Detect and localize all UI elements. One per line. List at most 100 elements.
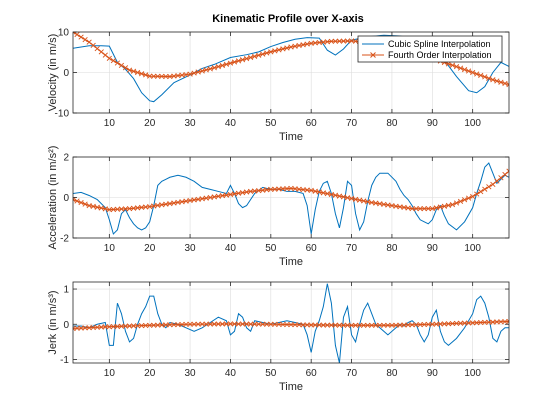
jerk-marker (361, 322, 367, 328)
jerk-marker-stroke (147, 322, 153, 328)
velocity-marker-stroke (252, 53, 258, 59)
velocity-marker-stroke (324, 39, 330, 45)
jerk-xtick-label: 50 (265, 368, 277, 379)
jerk-marker-stroke (130, 323, 137, 329)
acceleration-marker (352, 196, 359, 202)
jerk-marker-stroke (288, 321, 294, 328)
jerk-marker (114, 323, 121, 330)
jerk-xtick-label: 10 (104, 368, 116, 379)
velocity-marker-stroke (139, 71, 145, 77)
acceleration-marker-stroke (478, 189, 484, 195)
jerk-marker-stroke (191, 321, 197, 327)
velocity-marker (139, 71, 145, 77)
jerk-marker (385, 322, 391, 328)
acceleration-marker (498, 175, 504, 181)
velocity-marker (122, 65, 129, 71)
acceleration-marker-stroke (114, 206, 121, 212)
acceleration-marker (409, 206, 415, 212)
velocity-marker-stroke (143, 72, 149, 78)
acceleration-marker-stroke (280, 186, 286, 192)
acceleration-marker-stroke (328, 191, 334, 198)
acceleration-marker (441, 203, 448, 209)
jerk-marker (159, 322, 165, 328)
jerk-marker-stroke (312, 322, 318, 328)
acceleration-marker (336, 193, 343, 199)
jerk-marker (272, 321, 278, 327)
velocity-marker-stroke (191, 70, 197, 76)
acceleration-xtick-label: 90 (427, 243, 439, 254)
acceleration-marker (340, 194, 347, 200)
velocity-marker (126, 67, 133, 73)
jerk-marker (381, 322, 387, 328)
acceleration-marker-stroke (466, 195, 472, 201)
acceleration-marker-stroke (203, 195, 209, 201)
acceleration-marker (433, 205, 439, 211)
acceleration-marker (86, 202, 92, 209)
acceleration-marker-stroke (223, 192, 230, 198)
jerk-marker (256, 321, 262, 327)
acceleration-marker (74, 198, 80, 204)
acceleration-marker (276, 186, 282, 192)
velocity-marker-stroke (288, 44, 294, 50)
jerk-marker-stroke (316, 322, 322, 328)
jerk-marker (336, 322, 343, 328)
jerk-marker (223, 321, 230, 327)
jerk-marker (175, 321, 181, 328)
acceleration-marker-stroke (248, 188, 254, 195)
acceleration-marker (199, 196, 205, 202)
acceleration-marker-stroke (457, 198, 464, 204)
acceleration-marker (413, 206, 419, 212)
jerk-marker (445, 321, 452, 327)
velocity-marker (248, 54, 254, 61)
velocity-marker-stroke (340, 38, 347, 44)
velocity-marker-stroke (98, 49, 104, 55)
acceleration-marker (163, 201, 169, 207)
acceleration-marker (369, 199, 375, 206)
velocity-marker-stroke (502, 80, 508, 87)
jerk-marker (365, 322, 371, 328)
jerk-marker (243, 321, 250, 327)
acceleration-marker-stroke (433, 205, 439, 211)
acceleration-marker-stroke (365, 199, 371, 205)
jerk-marker-stroke (466, 320, 472, 326)
acceleration-marker-stroke (219, 193, 225, 199)
acceleration-marker-stroke (73, 196, 76, 201)
jerk-marker (179, 321, 185, 328)
jerk-marker-stroke (478, 319, 484, 326)
velocity-marker-stroke (167, 73, 173, 80)
jerk-marker (239, 321, 246, 327)
velocity-marker (461, 66, 468, 73)
acceleration-marker-stroke (134, 205, 141, 211)
acceleration-marker (280, 186, 286, 192)
acceleration-marker (211, 194, 217, 200)
jerk-marker-stroke (381, 322, 387, 328)
jerk-plot-area (73, 282, 509, 363)
acceleration-marker (207, 194, 213, 201)
velocity-marker (102, 52, 108, 58)
velocity-marker-stroke (155, 73, 161, 79)
acceleration-marker-stroke (159, 202, 165, 208)
jerk-marker (102, 324, 108, 330)
acceleration-marker (151, 203, 157, 209)
acceleration-marker (159, 202, 165, 208)
velocity-marker (494, 78, 500, 84)
acceleration-marker-stroke (429, 206, 435, 212)
acceleration-marker (114, 206, 121, 212)
acceleration-ylabel: Acceleration (in m/s²) (47, 146, 59, 250)
velocity-xtick-label: 30 (185, 118, 197, 129)
jerk-marker (191, 321, 197, 327)
jerk-marker (252, 321, 258, 327)
acceleration-marker (401, 204, 407, 211)
jerk-marker-stroke (365, 322, 371, 328)
velocity-marker-stroke (118, 62, 125, 68)
acceleration-marker-stroke (401, 204, 407, 211)
jerk-marker-stroke (175, 321, 181, 328)
jerk-marker-stroke (413, 322, 419, 328)
velocity-marker-stroke (114, 60, 121, 66)
acceleration-marker (417, 206, 423, 212)
legend-label-spline: Cubic Spline Interpolation (388, 39, 491, 49)
jerk-marker (264, 321, 270, 327)
jerk-marker (437, 321, 443, 327)
acceleration-marker (332, 192, 339, 198)
velocity-marker-stroke (490, 77, 496, 83)
